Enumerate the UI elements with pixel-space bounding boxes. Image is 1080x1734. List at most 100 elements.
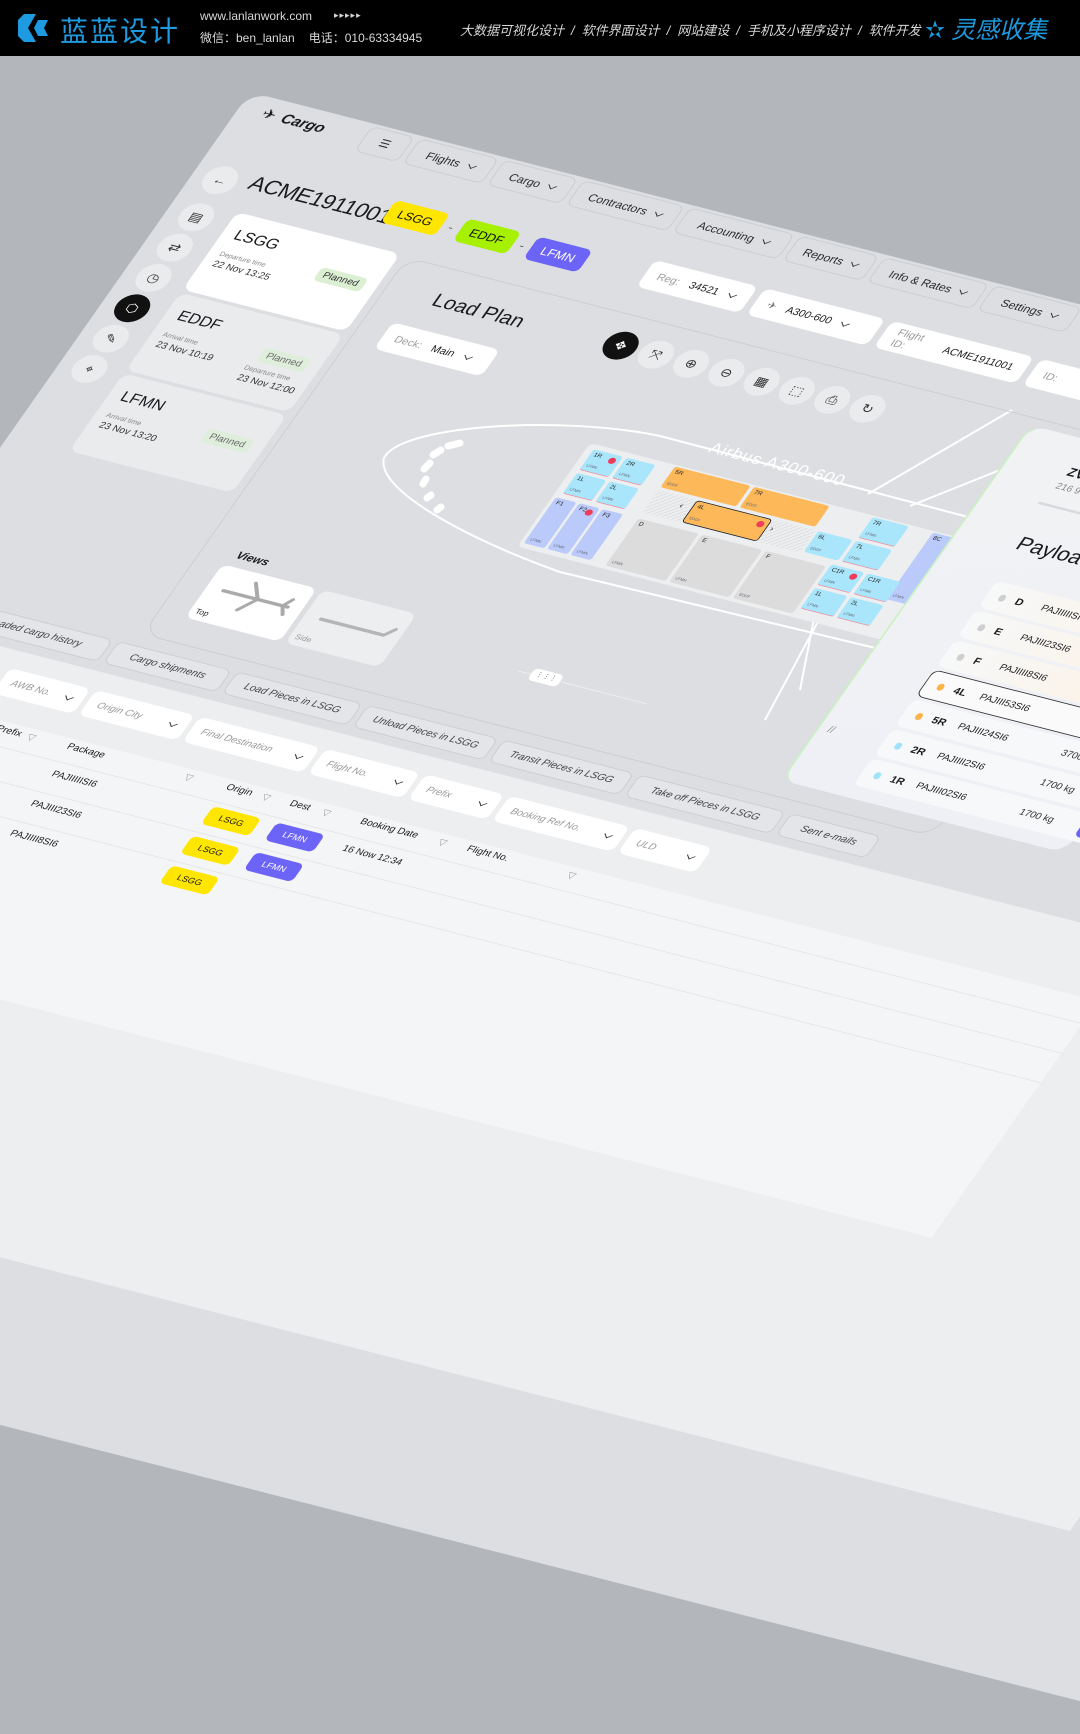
cell-id: 5R	[673, 469, 685, 477]
cell-dest: LFMN	[806, 602, 820, 609]
cell-id: 2L	[608, 484, 619, 492]
phone: 电话：010-63334945	[308, 31, 423, 45]
cell-id: 7R	[752, 489, 764, 497]
view-top-label: Top	[193, 607, 212, 618]
service-item[interactable]: 网站建设	[677, 23, 730, 38]
cell-id: 1R	[592, 452, 604, 460]
arrow-left-icon: ←	[209, 172, 231, 189]
chevron-down-icon	[687, 851, 696, 860]
chevron-down-icon	[728, 290, 738, 298]
chevron-down-icon	[65, 692, 74, 701]
cell-dest: LFMN	[847, 554, 861, 562]
select-icon: ⬚	[786, 383, 808, 400]
filter-funnel-icon[interactable]: ▽	[319, 807, 333, 819]
cell-id: E	[700, 537, 709, 544]
deck-cell-7l[interactable]: 7L LFMN	[841, 540, 893, 571]
cell-id: 7L	[854, 543, 865, 551]
cell-dest: LFMN	[568, 487, 582, 494]
nav-label: Contractors	[585, 190, 651, 217]
cell-dest: LFMN	[585, 463, 599, 470]
nav-label: Reports	[800, 245, 848, 267]
view-top-button[interactable]: Top	[185, 564, 318, 642]
cell-dest: EDDF	[745, 501, 759, 509]
filter-funnel-icon[interactable]: ▽	[181, 772, 196, 784]
refresh-icon: ↻	[857, 401, 878, 417]
filter-funnel-icon[interactable]: ▽	[564, 870, 579, 882]
alert-icon	[606, 457, 618, 465]
status-dot	[976, 623, 987, 632]
filter-funnel-icon[interactable]: ▽	[24, 732, 39, 744]
resize-handle[interactable]: //	[825, 723, 839, 736]
filter-label: Prefix	[423, 785, 455, 801]
payload-weight: 3700 kg	[1058, 748, 1080, 765]
cell-id: C1R	[829, 567, 846, 576]
cell-dest: LFMN	[601, 495, 615, 502]
cell-id: 7R	[871, 520, 883, 528]
cell-dest: EDDF	[688, 515, 702, 523]
brand-name: 蓝蓝设计	[60, 15, 181, 48]
cell-id: F1	[554, 500, 565, 508]
separator: /	[736, 23, 740, 38]
chevron-down-icon	[1050, 310, 1060, 318]
filter-label: ULD	[633, 838, 659, 853]
arrows-decoration: ▸▸▸▸▸	[334, 10, 362, 20]
cell-dest: LFMN	[674, 576, 688, 583]
plane-side-view-icon	[318, 617, 398, 637]
cell-id: F	[764, 553, 772, 561]
aircraft-value: A300-600	[783, 304, 836, 327]
cell-dest: LFMN	[823, 578, 837, 585]
cell-dest: LFMN	[529, 537, 543, 544]
service-item[interactable]: 大数据可视化设计	[460, 23, 565, 38]
column-header[interactable]: Prefix	[0, 723, 25, 739]
table-cell-package: PAJIIIIISI6	[49, 769, 100, 790]
chevron-down-icon	[851, 259, 861, 267]
clock-icon: ◷	[143, 270, 164, 287]
cell-id: 2R	[624, 460, 637, 468]
horizontal-scroll-handle[interactable]: ⋮⋮⋮	[526, 667, 565, 688]
load-plan-panel: Load Plan Deck: Main ✥ ⤧ ⊕ ⊖ ▦ ⬚ ⎙ ↻ Airbus A300…	[141, 257, 1080, 837]
column-header[interactable]: Origin	[223, 782, 256, 798]
service-item[interactable]: 软件界面设计	[581, 23, 660, 38]
cell-dest: LFMN	[575, 549, 589, 556]
box-icon: ⬡	[121, 300, 142, 317]
cargo-icon: ▦	[750, 374, 772, 391]
cell-dest: LFMN	[842, 611, 856, 618]
status-dot	[893, 741, 904, 750]
service-item[interactable]: 软件开发	[868, 23, 921, 38]
payload-summary-sub: 216 9	[1053, 481, 1080, 497]
status-dot	[997, 593, 1008, 602]
filter-label: Flight No.	[323, 759, 371, 779]
status-dot	[872, 771, 883, 780]
contact-info: 微信：ben_lanlan 电话：010-63334945	[200, 29, 436, 46]
time-field: Arrival time 23 Nov 10:19	[153, 331, 222, 363]
cell-dest: EDDF	[809, 546, 823, 553]
reg-value: 34521	[686, 279, 723, 298]
cell-dest: EDDF	[738, 592, 752, 599]
nav-label: Settings	[998, 296, 1047, 318]
column-header[interactable]: Dest	[287, 798, 313, 813]
cell-dest: LFMN	[891, 593, 905, 600]
view-side-button[interactable]: Side	[284, 589, 417, 668]
cell-id: 4L	[695, 504, 706, 512]
payload-weight: 1700 kg	[1037, 777, 1078, 796]
deck-value: Main	[428, 342, 458, 359]
cell-dest: LFMN	[864, 531, 878, 538]
table-cell-package: PAJIII23SI6	[28, 798, 84, 821]
views-title: Views	[233, 549, 273, 569]
chevron-down-icon	[464, 352, 473, 360]
payload-weight: 1700 kg	[1016, 807, 1057, 825]
cell-id: C1R	[865, 576, 882, 585]
plane-top-view-icon	[221, 581, 295, 617]
website-link[interactable]: www.lanlanwork.com	[200, 9, 313, 23]
nav-label: Cargo	[506, 170, 545, 190]
fit-icon: ⤧	[646, 347, 666, 363]
deck-dropdown[interactable]: Deck: Main	[373, 322, 501, 377]
filter-funnel-icon[interactable]: ▽	[435, 837, 450, 849]
service-item[interactable]: 手机及小程序设计	[746, 23, 851, 38]
status-dot	[935, 682, 947, 691]
status-dot	[955, 652, 967, 662]
zoom-in-icon: ⊕	[681, 356, 701, 372]
chevron-down-icon	[604, 830, 614, 838]
alert-icon	[754, 520, 766, 528]
filter-funnel-icon[interactable]: ▽	[259, 792, 273, 804]
